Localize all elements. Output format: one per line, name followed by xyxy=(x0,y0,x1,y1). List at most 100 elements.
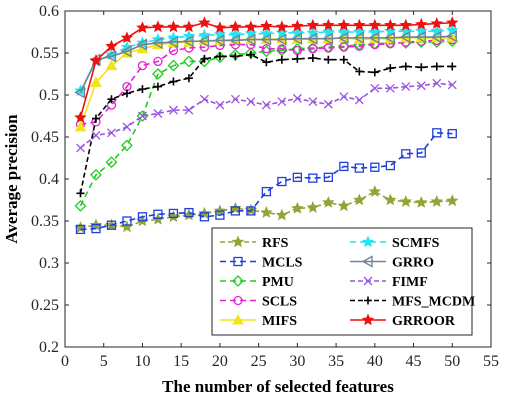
legend-swatch-marker xyxy=(233,256,243,267)
data-point-mfs-mcdm xyxy=(386,64,395,73)
y-tick-label: 0.25 xyxy=(31,297,59,314)
data-point-grroor xyxy=(167,20,180,33)
x-tick-label: 5 xyxy=(100,353,108,370)
data-point-mcls xyxy=(199,212,210,222)
data-point-fimf xyxy=(153,109,163,118)
data-point-mcls xyxy=(385,160,395,171)
data-point-grroor xyxy=(306,18,320,31)
data-point-mcls xyxy=(261,186,272,197)
data-point-grroor xyxy=(446,16,459,29)
data-point-fimf xyxy=(447,80,457,90)
data-point-pmu xyxy=(74,199,87,212)
x-tick-label: 40 xyxy=(367,353,383,370)
legend-label: SCLS xyxy=(262,295,297,310)
legend-swatch-marker xyxy=(363,276,373,286)
data-point-grroor xyxy=(353,18,366,31)
legend-label: PMU xyxy=(262,275,294,290)
data-point-mcls xyxy=(246,206,256,216)
x-tick-label: 0 xyxy=(61,353,69,370)
data-point-grroor xyxy=(89,54,103,66)
data-point-mfs-mcdm xyxy=(262,58,271,67)
data-point-mcls xyxy=(215,210,225,220)
data-point-fimf xyxy=(401,82,411,92)
data-point-fimf xyxy=(107,128,116,138)
data-point-mfs-mcdm xyxy=(432,62,441,71)
data-point-pmu xyxy=(275,44,288,57)
legend-label: GRRO xyxy=(392,256,434,271)
legend-entry-grroor: GRROOR xyxy=(350,313,456,329)
x-tick-label: 55 xyxy=(483,353,499,370)
series-line-grro xyxy=(79,35,453,93)
data-point-fimf xyxy=(385,83,395,93)
data-point-mfs-mcdm xyxy=(138,85,147,94)
data-point-grroor xyxy=(136,21,149,34)
data-point-mfs-mcdm xyxy=(370,68,379,77)
data-point-rfs xyxy=(213,204,227,217)
data-point-grroor xyxy=(198,16,211,29)
data-point-pmu xyxy=(152,68,164,80)
data-point-fimf xyxy=(137,111,147,121)
y-tick-label: 0.3 xyxy=(39,255,59,272)
data-point-mcls xyxy=(137,212,148,222)
data-point-mfs-mcdm xyxy=(76,189,85,198)
data-point-mcls xyxy=(153,209,163,219)
data-point-scmfs xyxy=(167,31,180,44)
legend-swatch-marker xyxy=(232,275,244,287)
data-point-fimf xyxy=(246,97,256,107)
legend-swatch-marker xyxy=(361,313,375,326)
data-point-grroor xyxy=(430,17,444,29)
data-point-grroor xyxy=(182,20,196,33)
data-point-grro xyxy=(182,35,194,48)
data-point-mfs-mcdm xyxy=(277,55,286,64)
data-point-grroor xyxy=(74,111,87,123)
legend-entry-mcls: MCLS xyxy=(220,256,303,271)
data-point-fimf xyxy=(122,122,132,132)
y-tick-label: 0.2 xyxy=(39,339,59,356)
data-point-scmfs xyxy=(120,40,134,53)
data-point-scls xyxy=(308,44,318,54)
x-tick-label: 20 xyxy=(212,353,228,370)
data-point-mfs-mcdm xyxy=(200,54,209,63)
data-point-mifs xyxy=(74,120,87,132)
data-point-grroor xyxy=(260,19,273,32)
legend-entry-mfs-mcdm: MFS_MCDM xyxy=(350,295,475,310)
data-point-fimf xyxy=(168,105,178,115)
legend-entry-grro: GRRO xyxy=(350,255,434,271)
data-point-mfs-mcdm xyxy=(293,54,302,63)
data-point-mcls xyxy=(447,128,457,139)
data-point-mfs-mcdm xyxy=(122,89,131,98)
data-point-grro xyxy=(430,30,442,44)
data-point-grro xyxy=(368,31,380,44)
data-point-pmu xyxy=(136,110,149,122)
y-tick-label: 0.55 xyxy=(31,45,59,62)
data-point-grro xyxy=(291,32,303,45)
data-point-mcls xyxy=(106,220,117,230)
data-point-scls xyxy=(137,60,148,71)
data-point-pmu xyxy=(121,139,133,152)
legend-swatch-marker xyxy=(361,255,373,268)
data-point-fimf xyxy=(416,81,426,91)
data-point-scls xyxy=(339,42,349,52)
legend-entry-fimf: FIMF xyxy=(350,275,428,290)
data-point-grro xyxy=(275,33,287,46)
data-point-mcls xyxy=(168,208,179,219)
series-layer xyxy=(74,16,459,235)
data-point-grro xyxy=(399,30,411,44)
data-point-pmu xyxy=(183,55,195,68)
x-tick-label: 30 xyxy=(289,353,305,370)
x-tick-label: 35 xyxy=(328,353,344,370)
data-point-rfs xyxy=(415,195,428,208)
data-point-rfs xyxy=(337,199,351,212)
y-tick-label: 0.35 xyxy=(31,213,59,230)
y-axis-title: Average precision xyxy=(2,114,21,244)
legend-entry-rfs: RFS xyxy=(220,235,289,251)
data-point-mfs-mcdm xyxy=(153,82,162,91)
data-point-rfs xyxy=(260,206,273,218)
data-point-rfs xyxy=(446,194,459,207)
data-point-mfs-mcdm xyxy=(355,67,364,76)
data-point-mfs-mcdm xyxy=(231,52,240,61)
data-point-fimf xyxy=(432,78,442,88)
data-point-mcls xyxy=(75,224,86,235)
x-tick-label: 25 xyxy=(251,353,267,370)
y-tick-label: 0.45 xyxy=(31,129,59,146)
